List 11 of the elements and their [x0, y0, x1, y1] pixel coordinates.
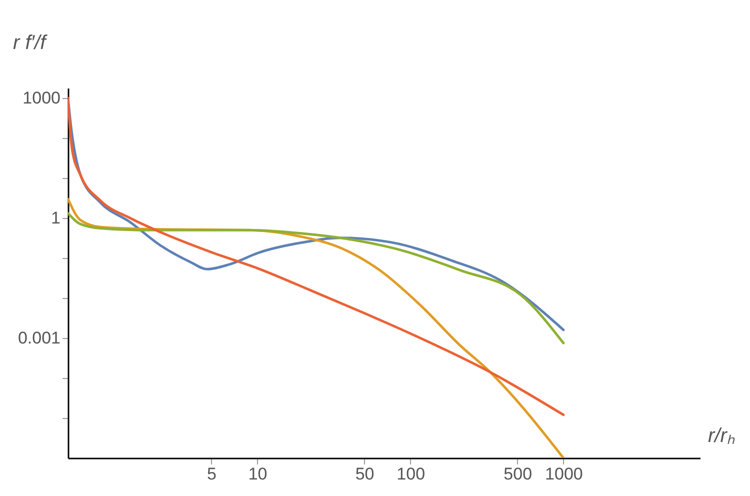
x-tick-label: 10 — [248, 464, 268, 484]
y-tick-label: 0.001 — [18, 328, 60, 348]
x-tick-label: 1000 — [545, 464, 583, 484]
x-tick-label: 50 — [355, 464, 374, 484]
x-tick-label: 100 — [396, 464, 426, 484]
y-tick-label: 1000 — [22, 88, 60, 108]
y-axis-title: r f′/f — [13, 32, 48, 54]
y-tick-label: 1 — [51, 208, 60, 228]
x-tick-label: 500 — [504, 464, 532, 484]
x-axis-title: r/rₕ — [708, 425, 735, 447]
x-tick-label: 5 — [206, 464, 216, 484]
